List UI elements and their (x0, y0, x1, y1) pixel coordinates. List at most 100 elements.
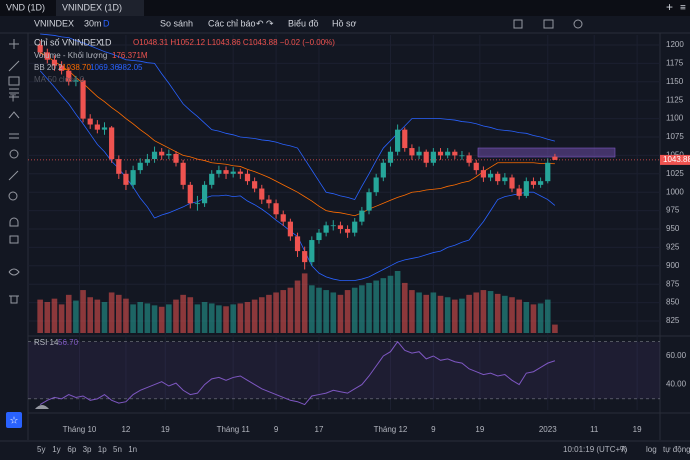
range-button[interactable]: 6p (67, 445, 76, 454)
tool-crosshair[interactable] (9, 39, 19, 49)
menu[interactable]: ≡ (680, 3, 686, 14)
candle-body (473, 162, 479, 171)
candle-body (94, 124, 100, 130)
candle-body (280, 214, 286, 222)
band-middle (39, 52, 555, 217)
undo[interactable]: ↶ ↷ (256, 18, 274, 28)
volume-bar (401, 282, 408, 333)
tool-eye[interactable] (8, 268, 20, 276)
volume-bar (187, 297, 194, 333)
volume-bar (258, 297, 265, 333)
range-button[interactable]: 1n (128, 445, 137, 454)
icon[interactable] (513, 19, 523, 29)
interval[interactable]: 30m (84, 18, 102, 28)
tool-magnet[interactable] (9, 217, 19, 227)
chart-type[interactable]: Biểu đồ (288, 18, 319, 28)
indicators[interactable]: Các chỉ báo (208, 18, 256, 28)
tool-rect[interactable] (8, 76, 20, 86)
volume-bar (115, 294, 122, 333)
candle-body (59, 65, 65, 71)
volume-bar (251, 299, 258, 333)
candle-body (230, 171, 236, 174)
range-button[interactable]: 5n (113, 445, 122, 454)
x-tick-label: 17 (315, 425, 324, 434)
volume-bar (409, 290, 415, 333)
compare[interactable]: So sánh (160, 18, 193, 28)
candle-body (402, 129, 408, 149)
y-tick-label: 1100 (666, 114, 684, 123)
volume-bar (194, 304, 201, 333)
volume-bar (87, 297, 93, 333)
drawing-tools: T ☆ (6, 39, 22, 428)
range-button[interactable]: 5y (37, 445, 45, 454)
tool-fib[interactable] (9, 133, 19, 139)
add-tab[interactable]: + (666, 0, 673, 14)
icon[interactable] (543, 19, 554, 29)
rsi-tick-label: 60.00 (666, 351, 687, 360)
last-price-label: 1043.88 (663, 155, 690, 164)
x-tick-label: Tháng 11 (217, 425, 251, 434)
log-button[interactable]: log (646, 445, 657, 454)
candle-body (452, 151, 458, 156)
candle-body (223, 170, 229, 174)
candle-body (244, 173, 251, 182)
candle-body (187, 184, 193, 204)
range-button[interactable]: 1y (52, 445, 60, 454)
volume-bar (366, 282, 372, 333)
clock: 10:01:19 (UTC+7) (563, 445, 628, 454)
tool-icon[interactable] (9, 149, 19, 159)
tool-pattern[interactable] (8, 111, 20, 119)
candle-body (159, 151, 165, 156)
volume-bar (244, 302, 251, 333)
volume-bar (380, 278, 387, 333)
legend: Chỉ số VNINDEX 1D O1048.31 H1052.12 L104… (34, 37, 335, 347)
candle-body (166, 153, 172, 156)
symbol[interactable]: VNINDEX (34, 18, 74, 28)
candle-body (480, 170, 487, 178)
profile[interactable]: Hồ sơ (332, 18, 357, 28)
tool-text[interactable]: T (10, 94, 16, 105)
candle-body (495, 173, 501, 182)
volume-bar (80, 290, 86, 333)
tool-ruler[interactable] (8, 170, 19, 181)
tool-zoom[interactable] (8, 191, 18, 201)
tab[interactable]: VNINDEX (1D) (62, 2, 122, 12)
candle-body (144, 159, 150, 163)
tool-line[interactable] (8, 60, 20, 72)
candle-body (266, 199, 272, 204)
tool-lines[interactable] (9, 88, 19, 98)
legend-rsi: RSI 14 (34, 338, 59, 347)
bottom-bar: 10:01:19 (UTC+7) % log tự động 5y 1y 6p 3p 1… (37, 445, 690, 454)
candle-body (109, 127, 115, 160)
auto-button[interactable]: tự động (663, 445, 690, 454)
candle-body (538, 181, 544, 185)
candle-body (51, 59, 58, 66)
candle-body (116, 159, 122, 174)
candle-body (237, 171, 243, 174)
volume-bar (423, 294, 430, 333)
candle-body (252, 181, 258, 189)
interval[interactable]: D (103, 18, 110, 28)
tool-lock[interactable] (9, 235, 19, 244)
range-button[interactable]: 1p (98, 445, 107, 454)
volume-bar (44, 302, 51, 333)
tool-trash[interactable] (9, 295, 19, 304)
volume-bar (237, 303, 244, 333)
icon[interactable] (573, 19, 583, 29)
legend-interval: 1D (100, 37, 112, 47)
x-tick-label: 19 (475, 425, 484, 434)
volume-bar (158, 306, 165, 333)
range-button[interactable]: 3p (83, 445, 92, 454)
tool-star[interactable] (6, 412, 22, 428)
volume-bar (444, 297, 451, 333)
percent-button[interactable]: % (620, 445, 627, 454)
volume-bar (137, 302, 144, 333)
x-tick-label: 9 (431, 425, 436, 434)
volume-bar (480, 290, 487, 333)
candles (37, 40, 558, 270)
volume-bar (309, 285, 315, 333)
volume-bar (230, 304, 236, 333)
tab[interactable]: VND (1D) (6, 2, 45, 12)
candle-body (437, 151, 444, 156)
drawn-zone[interactable] (477, 147, 616, 158)
